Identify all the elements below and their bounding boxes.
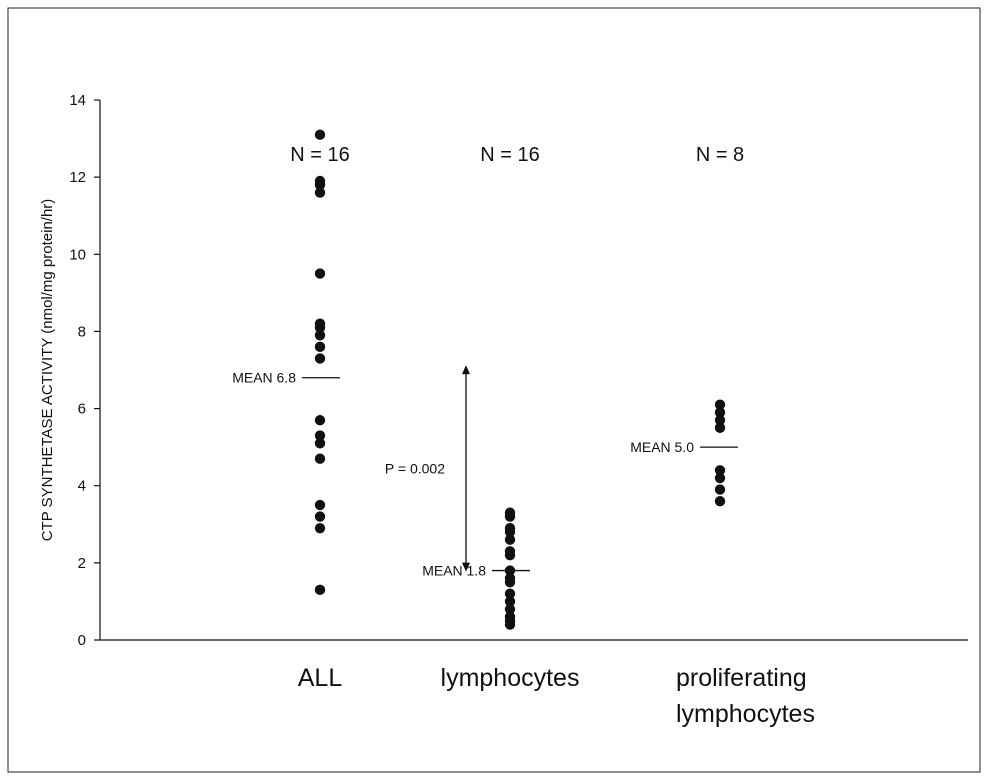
data-point (714, 495, 726, 507)
data-point (314, 179, 326, 191)
category-label: proliferating (676, 664, 807, 692)
data-point (314, 522, 326, 534)
data-point (504, 549, 516, 561)
data-point (314, 499, 326, 511)
data-point (714, 484, 726, 495)
data-point (504, 619, 516, 630)
category-label: lymphocytes (676, 700, 815, 728)
group-count-label: N = 16 (290, 144, 349, 166)
data-point (314, 129, 326, 140)
data-point (314, 341, 326, 353)
data-point (314, 584, 326, 596)
data-point (714, 465, 726, 476)
data-point (314, 438, 326, 449)
data-point (504, 526, 516, 538)
data-point (314, 353, 326, 364)
data-point (504, 603, 516, 615)
data-point (314, 268, 326, 279)
group-count-label: N = 8 (696, 144, 744, 166)
data-point (714, 414, 726, 426)
y-tick-label: 12 (69, 169, 86, 186)
category-labels: ALL lymphocytes proliferating lymphocytes (298, 664, 815, 728)
data-point (504, 565, 516, 576)
data-point (504, 534, 516, 545)
group-count-label: N = 16 (480, 144, 539, 166)
data-point (714, 407, 726, 418)
data-point (314, 330, 326, 341)
p-value-annotation: P = 0.002 (385, 365, 470, 572)
data-point (714, 422, 726, 434)
y-axis-label: CTP SYNTHETASE ACTIVITY (nmol/mg protein… (39, 199, 56, 542)
category-label: ALL (298, 664, 343, 692)
data-point (714, 399, 726, 410)
data-points (314, 129, 726, 630)
data-point (504, 588, 516, 599)
p-value-label: P = 0.002 (385, 460, 445, 476)
mean-label: MEAN 1.8 (422, 563, 486, 579)
arrowhead-up-icon (462, 365, 470, 375)
category-label: lymphocytes (441, 664, 580, 692)
mean-label: MEAN 6.8 (232, 370, 296, 386)
y-tick-label: 0 (78, 632, 86, 649)
data-point (504, 511, 516, 522)
group-counts: N = 16 N = 16 N = 8 (290, 144, 744, 166)
y-tick-label: 6 (78, 401, 86, 418)
data-point (314, 414, 326, 426)
mean-label: MEAN 5.0 (630, 439, 694, 455)
arrowhead-down-icon (462, 562, 470, 572)
data-point (314, 511, 326, 522)
y-tick-label: 14 (69, 92, 86, 109)
data-point (714, 472, 726, 484)
y-tick-label: 8 (78, 323, 86, 340)
data-point (504, 596, 516, 607)
y-ticks: 0 2 4 6 8 10 12 14 (69, 92, 100, 649)
data-point (314, 430, 326, 441)
y-tick-label: 4 (78, 478, 86, 495)
data-point (314, 453, 326, 464)
chart-border (7, 7, 981, 773)
y-tick-label: 2 (78, 555, 86, 572)
data-point (314, 322, 326, 333)
y-tick-label: 10 (69, 246, 86, 263)
mean-markers: MEAN 6.8 MEAN 1.8 MEAN 5.0 (232, 370, 738, 579)
data-point (504, 576, 516, 588)
data-point (314, 187, 326, 198)
